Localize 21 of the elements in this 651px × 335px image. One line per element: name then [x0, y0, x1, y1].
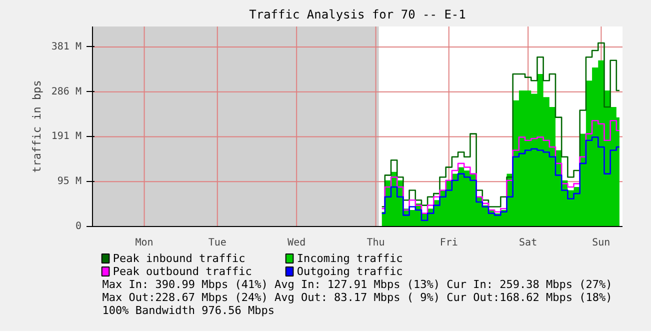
y-axis-title: traffic in bps: [30, 80, 44, 173]
x-tick-label: Tue: [208, 238, 226, 248]
y-tick-label: 381 M: [51, 41, 82, 52]
y-tick-label: 95 M: [57, 176, 82, 188]
text: Max Out:228.67 Mbps (24%) Avg Out: 83.17 Mbps ( 9%) Cur Out:168.62 Mbps (18%): [102, 291, 612, 304]
legend-label: Peak inbound traffic: [112, 252, 246, 265]
x-tick-label: Fri: [440, 238, 458, 248]
text: Max In: 390.99 Mbps (41%) Avg In: 127.91 Mbps (13%) Cur In: 259.38 Mbps (27%): [102, 278, 612, 291]
chart-title: Traffic Analysis for 70 -- E-1: [249, 8, 466, 22]
x-tick-label: Thu: [366, 238, 385, 248]
y-tick-label: 191 M: [51, 131, 82, 142]
y-tick-label: 286 M: [51, 86, 82, 98]
y-tick-label: 0: [75, 221, 82, 232]
legend-label: Incoming traffic: [296, 252, 403, 265]
text: 100% Bandwidth 976.56 Mbps: [102, 304, 274, 317]
x-tick-label: Mon: [135, 238, 154, 248]
legend-label: Peak outbound traffic: [112, 265, 252, 278]
x-tick-label: Sun: [592, 238, 610, 248]
legend-label: Outgoing traffic: [296, 265, 403, 278]
x-tick-label: Sat: [519, 238, 538, 248]
x-tick-label: Wed: [288, 238, 306, 248]
